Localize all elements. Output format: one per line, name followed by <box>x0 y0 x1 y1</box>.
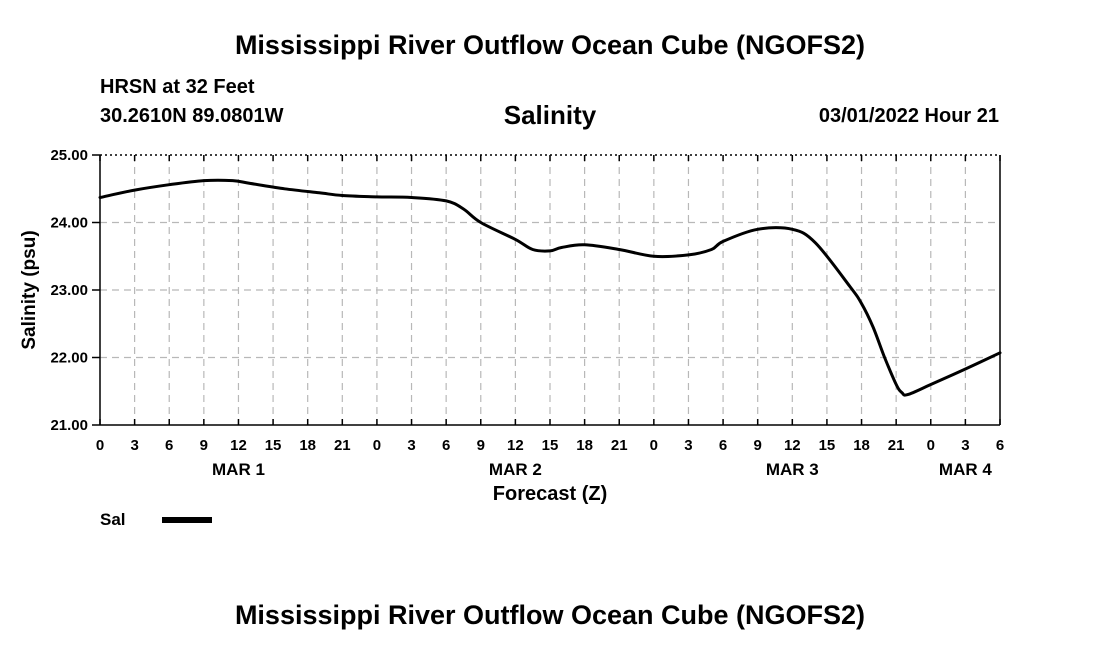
y-tick-label: 24.00 <box>50 215 88 232</box>
x-tick-label: 6 <box>996 437 1004 454</box>
axes <box>92 154 1001 426</box>
y-tick-label: 23.00 <box>50 282 88 299</box>
x-tick-label: 9 <box>754 437 762 454</box>
x-tick-label: 21 <box>334 437 351 454</box>
x-tick-label: 15 <box>265 437 282 454</box>
y-tick-label: 22.00 <box>50 350 88 367</box>
x-tick-label: 6 <box>165 437 173 454</box>
x-tick-label: 0 <box>927 437 935 454</box>
x-tick-label: 6 <box>719 437 727 454</box>
x-tick-label: 3 <box>684 437 692 454</box>
grid <box>100 155 1000 425</box>
axis-labels: Salinity (psu) Forecast (Z) 0 3 6 9 12 15 18 21… <box>19 147 1004 505</box>
y-tick-label: 21.00 <box>50 417 88 434</box>
day-label: MAR 4 <box>939 460 992 479</box>
legend-label: Sal <box>100 510 126 529</box>
day-label: MAR 3 <box>766 460 819 479</box>
x-tick-label: 0 <box>650 437 658 454</box>
x-tick-label: 18 <box>299 437 316 454</box>
x-tick-label: 12 <box>230 437 247 454</box>
x-tick-label: 12 <box>784 437 801 454</box>
day-label: MAR 2 <box>489 460 542 479</box>
x-tick-label: 18 <box>576 437 593 454</box>
page-title: Mississippi River Outflow Ocean Cube (NG… <box>234 30 866 60</box>
x-tick-label: 3 <box>130 437 138 454</box>
series-line-sal <box>98 178 1002 397</box>
legend-line-swatch <box>162 517 212 523</box>
x-tick-label: 15 <box>542 437 559 454</box>
datetime-label: 03/01/2022 Hour 21 <box>818 105 999 127</box>
x-axis-label: Forecast (Z) <box>493 483 607 505</box>
x-tick-label: 12 <box>507 437 524 454</box>
footer-title: Mississippi River Outflow Ocean Cube (NG… <box>234 600 866 630</box>
x-tick-label: 6 <box>442 437 450 454</box>
x-tick-label: 0 <box>96 437 104 454</box>
x-tick-label: 3 <box>407 437 415 454</box>
y-tick-label: 25.00 <box>50 147 88 164</box>
x-tick-label: 3 <box>961 437 969 454</box>
x-tick-label: 15 <box>819 437 836 454</box>
chart-title: Salinity <box>503 100 597 130</box>
x-tick-label: 18 <box>853 437 870 454</box>
x-tick-label: 9 <box>477 437 485 454</box>
series-layer <box>98 178 1002 397</box>
y-axis-label: Salinity (psu) <box>19 230 40 349</box>
station-label: HRSN at 32 Feet <box>100 76 255 98</box>
coordinates-label: 30.2610N 89.0801W <box>100 105 284 127</box>
x-tick-label: 0 <box>373 437 381 454</box>
x-tick-label: 9 <box>200 437 208 454</box>
day-label: MAR 1 <box>212 460 265 479</box>
x-tick-label: 21 <box>611 437 628 454</box>
x-tick-label: 21 <box>888 437 905 454</box>
